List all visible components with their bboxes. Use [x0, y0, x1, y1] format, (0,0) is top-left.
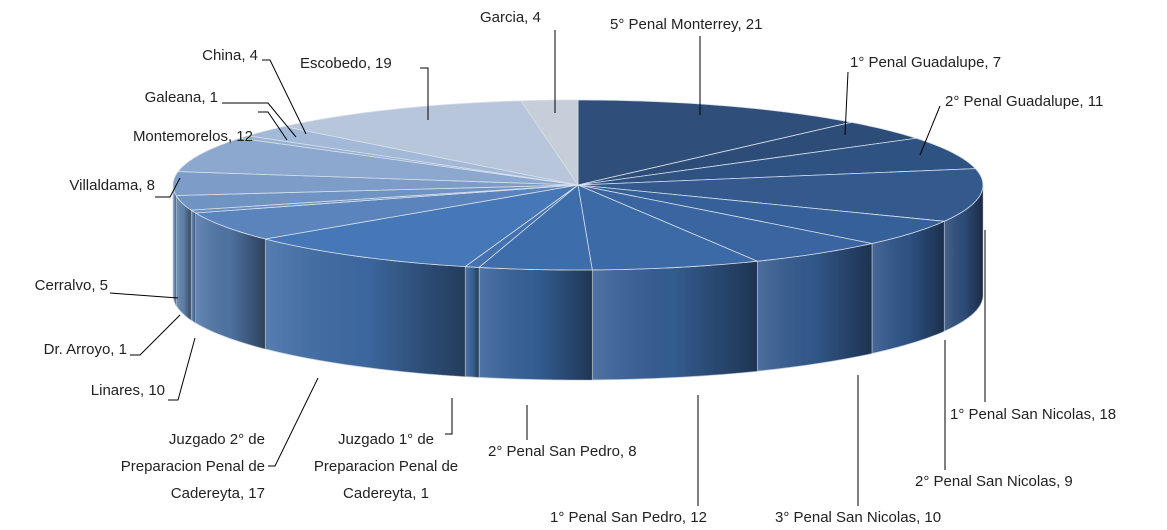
leader-line — [919, 105, 941, 156]
leader-line — [130, 314, 181, 356]
slice-side-shade — [195, 212, 266, 349]
data-label: Cerralvo, 5 — [35, 277, 108, 294]
labels: 5° Penal Monterrey, 21 1° Penal Guadalupe… — [35, 9, 1116, 526]
slice-side-shade — [173, 185, 177, 306]
slice — [194, 184, 579, 240]
data-label: 2° Penal San Nicolas, 9 — [915, 473, 1073, 490]
slice-side-shade — [478, 267, 593, 380]
data-label: 1° Penal San Pedro, 12 — [550, 509, 707, 526]
leader-line — [268, 377, 319, 467]
data-label: 1° Penal San Nicolas, 18 — [950, 406, 1116, 423]
slice — [577, 121, 917, 186]
data-label: 3° Penal San Nicolas, 10 — [775, 509, 941, 526]
data-label: Juzgado 1° de Preparacion Penal de Caderey… — [314, 431, 458, 502]
data-label: Montemorelos, 12 — [133, 128, 253, 145]
data-label: Galeana, 1 — [145, 89, 218, 106]
leader-line — [445, 398, 453, 435]
leader-line — [420, 67, 429, 120]
data-label: 2° Penal Guadalupe, 11 — [945, 93, 1103, 110]
slice — [284, 100, 579, 186]
leader-line — [168, 337, 196, 401]
slice — [577, 184, 758, 271]
slice — [577, 184, 946, 244]
leader-line — [262, 59, 307, 135]
slice-side-shade — [944, 185, 983, 332]
data-label: 5° Penal Monterrey, 21 — [610, 16, 762, 33]
leader-line — [258, 111, 288, 141]
slice — [577, 168, 984, 222]
slice — [577, 184, 872, 262]
data-label: Dr. Arroyo, 1 — [44, 341, 127, 358]
data-label: Villaldama, 8 — [69, 177, 155, 194]
pie-sides — [172, 184, 984, 381]
leader-line — [155, 177, 181, 198]
slice-side-shade — [176, 195, 192, 321]
slice — [265, 184, 579, 268]
slice-side-shade — [191, 210, 196, 323]
slice — [247, 126, 579, 186]
pie-tops — [172, 99, 984, 271]
slice — [172, 171, 579, 196]
data-label: 1° Penal Guadalupe, 7 — [850, 54, 1001, 71]
leader-line — [222, 102, 297, 138]
slice — [577, 99, 852, 186]
data-label: Juzgado 2° de Preparacion Penal de Caderey… — [121, 431, 265, 502]
slice-side-shade — [871, 221, 945, 354]
data-label: 2° Penal San Pedro, 8 — [488, 443, 637, 460]
slice — [175, 184, 579, 211]
slice — [177, 137, 579, 186]
slice — [520, 99, 579, 187]
leader-line — [844, 71, 849, 136]
slice-side-shade — [757, 243, 872, 372]
data-label: Escobedo, 19 — [300, 55, 392, 72]
data-label: Linares, 10 — [91, 382, 165, 399]
slice-side-shade — [465, 266, 479, 378]
slice-side-shade — [265, 238, 466, 377]
slice — [577, 137, 977, 186]
slice — [477, 184, 593, 271]
data-label: China, 4 — [202, 47, 258, 64]
slice-side-shade — [592, 261, 758, 380]
data-label: Garcia, 4 — [480, 9, 541, 26]
leader-line — [109, 292, 179, 299]
